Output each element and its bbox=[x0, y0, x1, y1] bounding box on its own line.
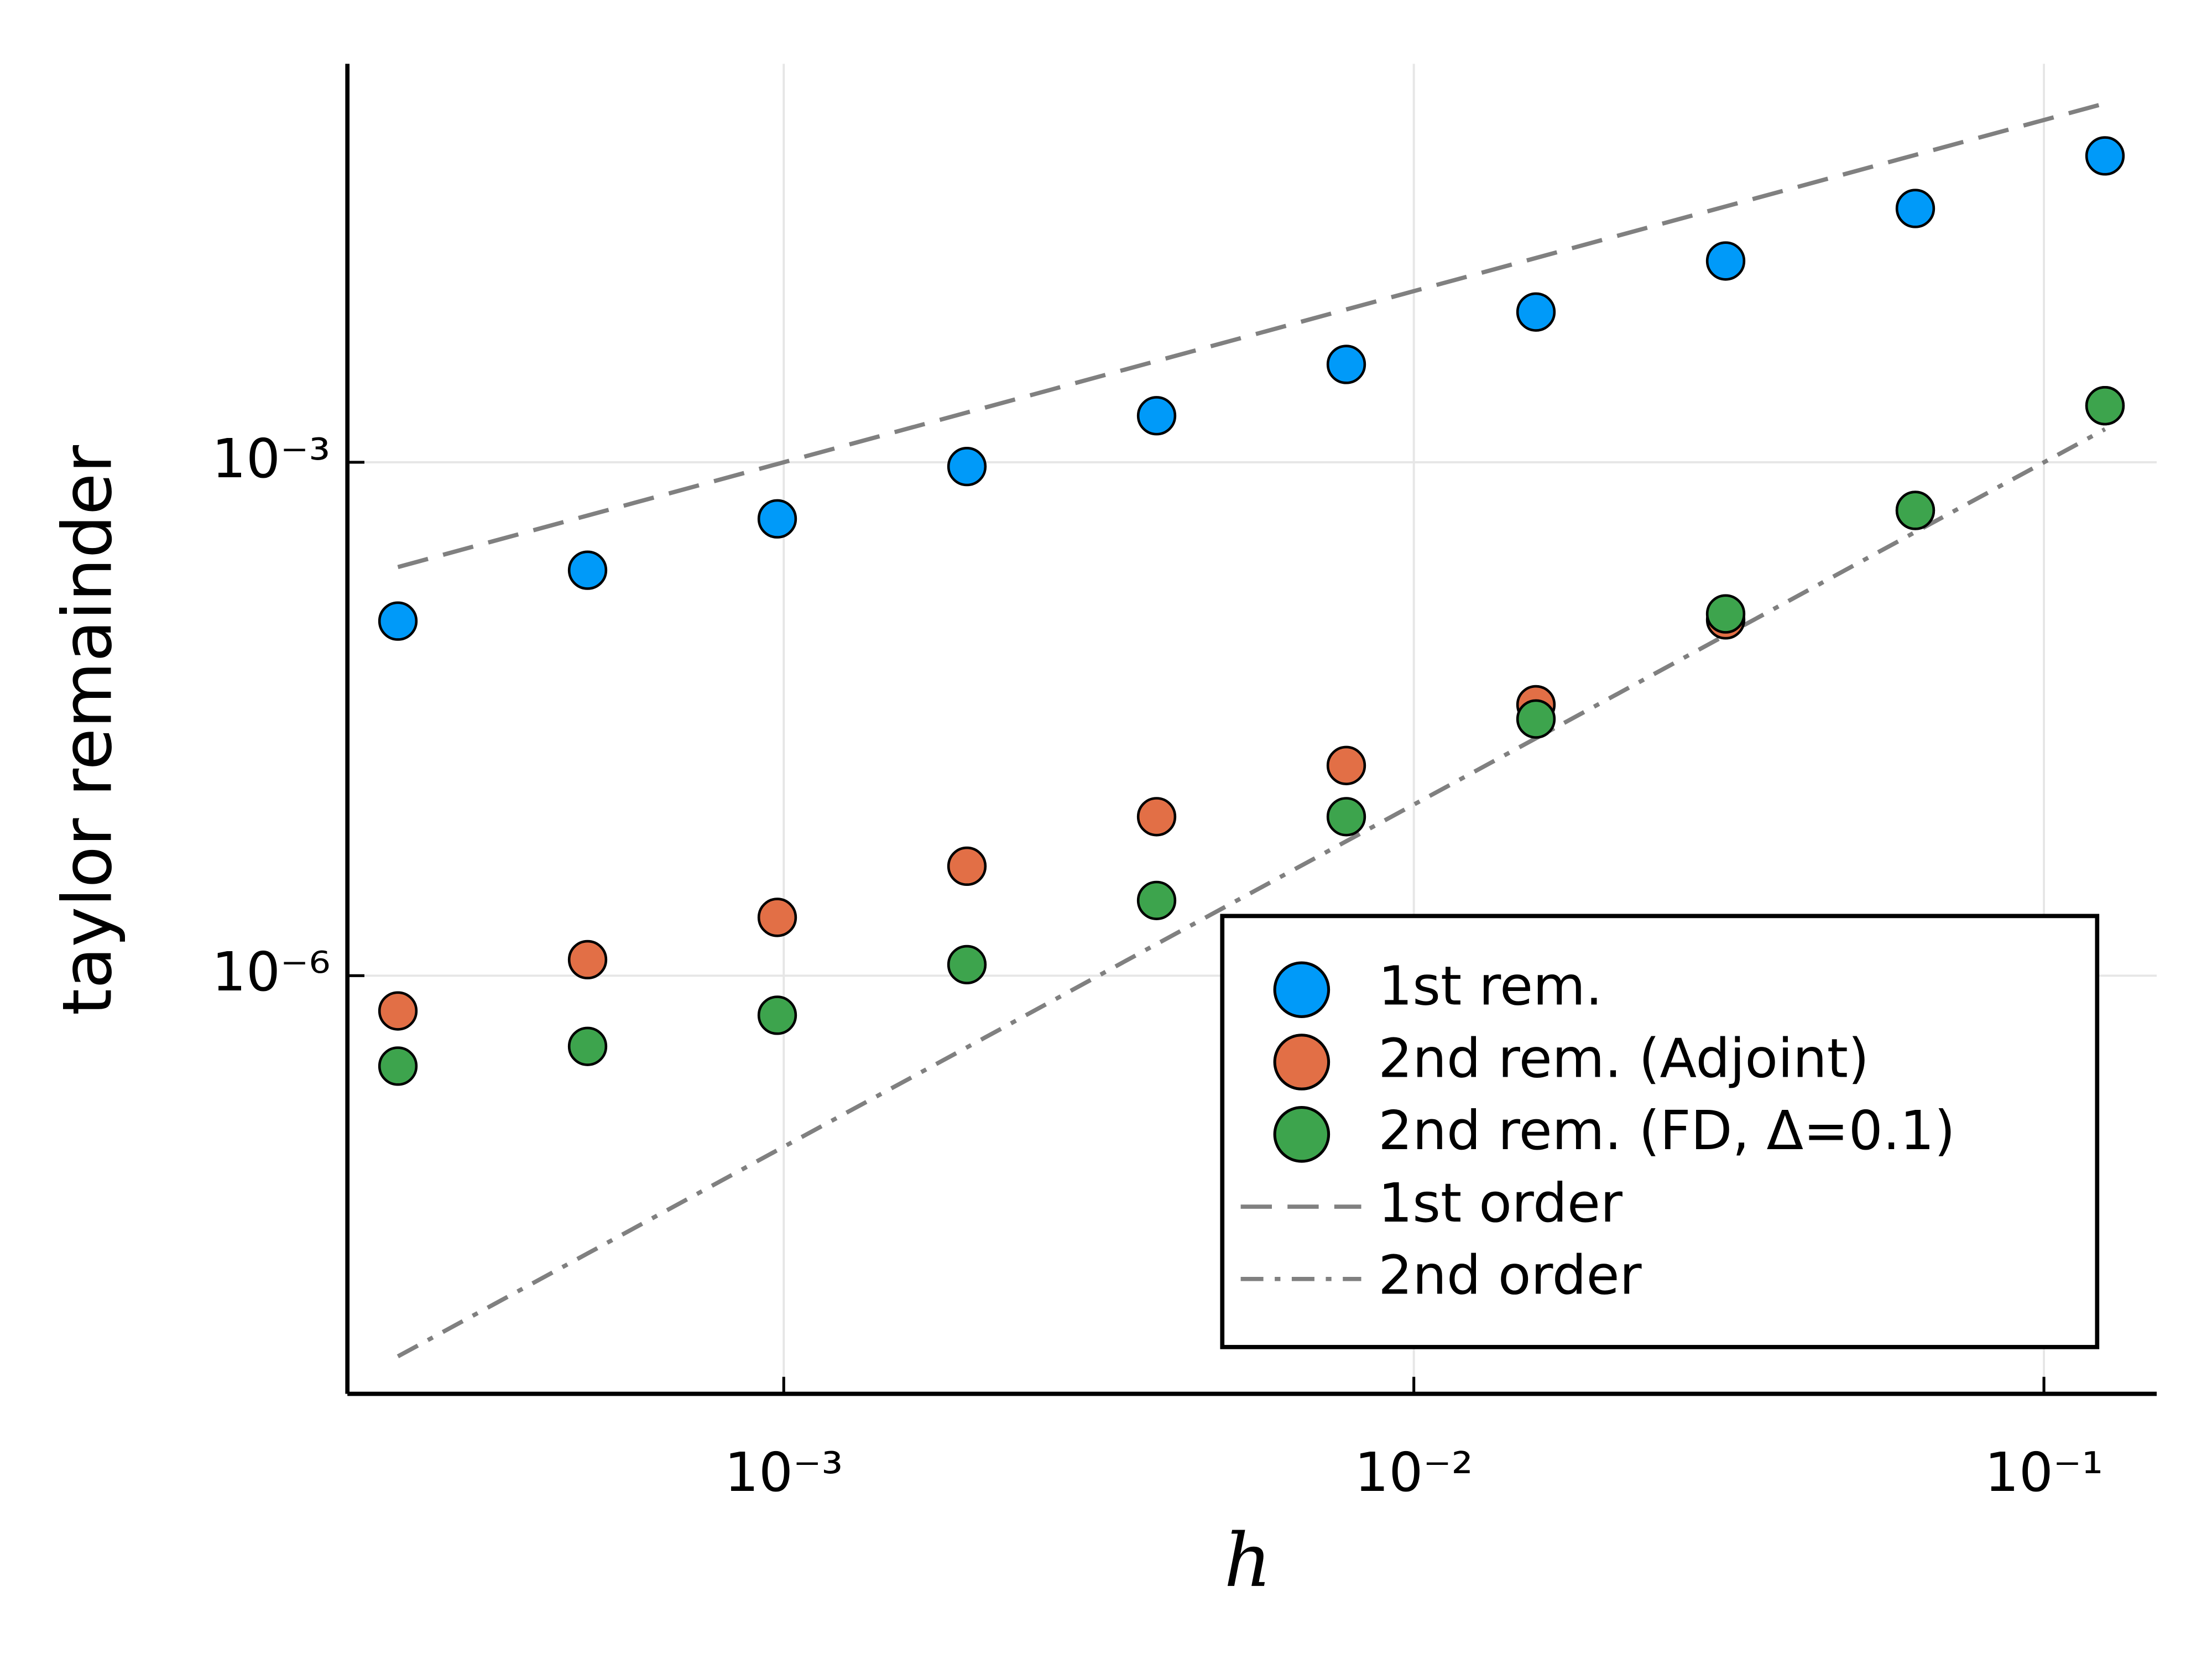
x-axis-label: h bbox=[1224, 1518, 1271, 1604]
point bbox=[1705, 241, 1746, 281]
point bbox=[1136, 797, 1177, 837]
point bbox=[1895, 189, 1936, 228]
reference-line bbox=[397, 101, 2106, 570]
x-tick-label: 10⁻¹ bbox=[1985, 1441, 2103, 1504]
point bbox=[1326, 797, 1366, 837]
point bbox=[947, 846, 987, 886]
legend-marker bbox=[1273, 1106, 1331, 1163]
legend-marker bbox=[1273, 1034, 1331, 1091]
point bbox=[1136, 880, 1177, 920]
legend-frame bbox=[1220, 914, 2100, 1349]
point bbox=[1705, 594, 1746, 634]
point bbox=[378, 1046, 418, 1086]
legend-label: 2nd rem. (Adjoint) bbox=[1378, 1027, 1869, 1089]
x-tick-label: 10⁻³ bbox=[724, 1441, 843, 1504]
legend-label: 2nd order bbox=[1378, 1244, 1642, 1307]
point bbox=[567, 940, 608, 980]
point bbox=[567, 550, 608, 590]
point bbox=[567, 1026, 608, 1066]
point bbox=[1326, 345, 1366, 384]
point bbox=[1516, 292, 1556, 332]
point bbox=[2085, 136, 2125, 176]
point bbox=[757, 995, 797, 1035]
legend: 1st rem. 2nd rem. (Adjoint) 2nd rem. (FD, … bbox=[1220, 914, 2100, 1349]
legend-label: 1st order bbox=[1378, 1172, 1623, 1234]
y-axis-label: taylor remainder bbox=[48, 445, 127, 1016]
legend-label: 2nd rem. (FD, Δ=0.1) bbox=[1378, 1099, 1955, 1162]
point bbox=[757, 898, 797, 937]
point bbox=[947, 945, 987, 984]
point bbox=[1516, 699, 1556, 739]
point bbox=[378, 991, 418, 1031]
point bbox=[1895, 491, 1936, 530]
point bbox=[1136, 396, 1177, 436]
y-tick-label: 10⁻³ bbox=[212, 427, 330, 490]
legend-label: 1st rem. bbox=[1378, 955, 1603, 1018]
point bbox=[947, 447, 987, 487]
point bbox=[2085, 386, 2125, 426]
y-tick-label: 10⁻⁶ bbox=[212, 941, 330, 1003]
legend-marker bbox=[1273, 961, 1331, 1019]
point bbox=[378, 601, 418, 641]
reference-line bbox=[397, 427, 2106, 1359]
point bbox=[757, 499, 797, 539]
x-tick-label: 10⁻² bbox=[1354, 1441, 1473, 1504]
point bbox=[1326, 745, 1366, 785]
